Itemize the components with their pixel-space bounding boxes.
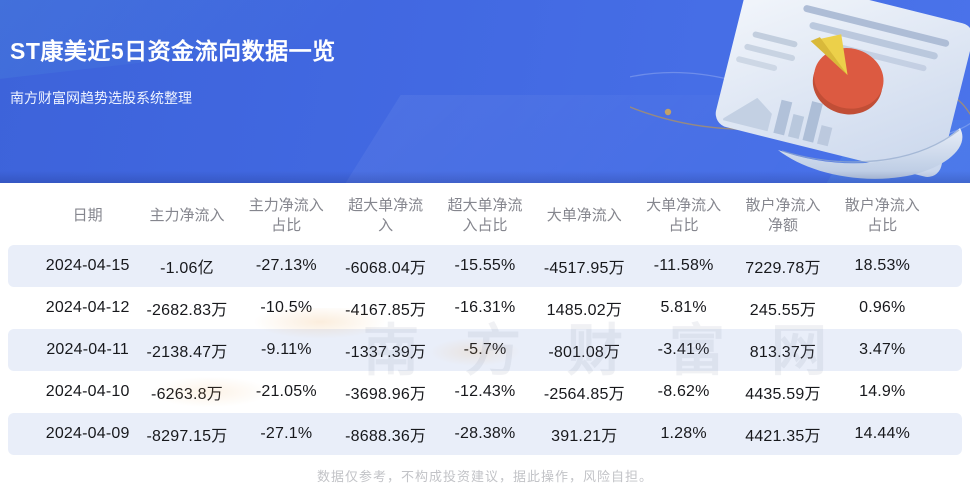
cell-large-order-net-inflow: -801.08万 — [548, 344, 621, 361]
cell-retail-net-inflow: 245.55万 — [749, 302, 817, 319]
cell-date: 2024-04-12 — [45, 299, 130, 316]
cell-large-order-net-inflow-ratio: 1.28% — [660, 425, 707, 442]
cell-main-net-inflow-ratio: -27.13% — [255, 257, 317, 274]
cell-xl-order-net-inflow-ratio: -12.43% — [454, 383, 516, 400]
cell-retail-net-inflow: 813.37万 — [749, 344, 817, 361]
cell-xl-order-net-inflow-ratio: -15.55% — [454, 257, 516, 274]
cell-main-net-inflow: -6263.8万 — [151, 386, 223, 403]
header-main-net-inflow-ratio: 主力净流入占比 — [248, 196, 324, 234]
cell-retail-net-inflow-ratio: 0.96% — [859, 299, 906, 316]
cell-main-net-inflow: -2138.47万 — [146, 344, 228, 361]
header-xl-order-net-inflow: 超大单净流入 — [348, 196, 424, 234]
table-row: 2024-04-09 -8297.15万 -27.1% -8688.36万 -2… — [8, 413, 962, 455]
cell-retail-net-inflow-ratio: 14.44% — [854, 425, 911, 442]
cell-large-order-net-inflow-ratio: -8.62% — [657, 383, 710, 400]
cell-xl-order-net-inflow-ratio: -16.31% — [454, 299, 516, 316]
cell-large-order-net-inflow-ratio: -3.41% — [657, 341, 710, 358]
cell-large-order-net-inflow-ratio: 5.81% — [660, 299, 707, 316]
header-retail-net-inflow: 散户净流入净额 — [745, 196, 821, 234]
cell-main-net-inflow: -2682.83万 — [146, 302, 228, 319]
cell-main-net-inflow: -1.06亿 — [160, 260, 214, 277]
table-row: 2024-04-11 -2138.47万 -9.11% -1337.39万 -5… — [8, 329, 962, 371]
cell-xl-order-net-inflow: -1337.39万 — [345, 344, 427, 361]
cell-xl-order-net-inflow: -4167.85万 — [345, 302, 427, 319]
cell-retail-net-inflow-ratio: 3.47% — [859, 341, 906, 358]
header-large-order-net-inflow: 大单净流入 — [546, 206, 622, 224]
cell-large-order-net-inflow: -4517.95万 — [543, 260, 625, 277]
header-banner: ST康美近5日资金流向数据一览 南方财富网趋势选股系统整理 — [0, 0, 970, 183]
cell-xl-order-net-inflow-ratio: -5.7% — [463, 341, 507, 358]
cell-retail-net-inflow: 4435.59万 — [745, 386, 821, 403]
cell-retail-net-inflow-ratio: 18.53% — [854, 257, 911, 274]
table-row: 2024-04-10 -6263.8万 -21.05% -3698.96万 -1… — [8, 371, 962, 413]
header-retail-net-inflow-ratio: 散户净流入占比 — [844, 196, 920, 234]
cell-large-order-net-inflow: -2564.85万 — [543, 386, 625, 403]
table-row: 2024-04-12 -2682.83万 -10.5% -4167.85万 -1… — [8, 287, 962, 329]
table-row: 2024-04-15 -1.06亿 -27.13% -6068.04万 -15.… — [8, 245, 962, 287]
page-subtitle: 南方财富网趋势选股系统整理 — [10, 90, 192, 106]
cell-date: 2024-04-15 — [45, 257, 130, 274]
table-header-row: 日期 主力净流入 主力净流入占比 超大单净流入 超大单净流入占比 大单净流入 大… — [8, 183, 962, 245]
cell-date: 2024-04-11 — [46, 341, 129, 358]
disclaimer-text: 数据仅参考，不构成投资建议，据此操作，风险自担。 — [316, 469, 653, 484]
cell-retail-net-inflow: 7229.78万 — [745, 260, 821, 277]
fund-flow-table: 日期 主力净流入 主力净流入占比 超大单净流入 超大单净流入占比 大单净流入 大… — [0, 183, 970, 455]
cell-xl-order-net-inflow: -3698.96万 — [345, 386, 427, 403]
header-date: 日期 — [72, 206, 103, 224]
cell-date: 2024-04-09 — [45, 425, 130, 442]
header-xl-order-net-inflow-ratio: 超大单净流入占比 — [447, 196, 523, 234]
cell-large-order-net-inflow-ratio: -11.58% — [653, 257, 714, 274]
cell-main-net-inflow: -8297.15万 — [146, 428, 228, 445]
cell-date: 2024-04-10 — [45, 383, 130, 400]
cell-main-net-inflow-ratio: -9.11% — [260, 341, 312, 358]
cell-xl-order-net-inflow: -8688.36万 — [345, 428, 427, 445]
document-with-pie-chart-illustration — [630, 0, 970, 179]
cell-xl-order-net-inflow: -6068.04万 — [345, 260, 427, 277]
header-main-net-inflow: 主力净流入 — [149, 206, 225, 224]
header-large-order-net-inflow-ratio: 大单净流入占比 — [646, 196, 722, 234]
cell-xl-order-net-inflow-ratio: -28.38% — [454, 425, 516, 442]
cell-retail-net-inflow-ratio: 14.9% — [859, 383, 906, 400]
cell-main-net-inflow-ratio: -10.5% — [260, 299, 313, 316]
cell-retail-net-inflow: 4421.35万 — [745, 428, 821, 445]
cell-main-net-inflow-ratio: -21.05% — [255, 383, 317, 400]
cell-large-order-net-inflow: 391.21万 — [551, 428, 618, 445]
cell-main-net-inflow-ratio: -27.1% — [260, 425, 313, 442]
page-title: ST康美近5日资金流向数据一览 — [10, 38, 336, 64]
cell-large-order-net-inflow: 1485.02万 — [546, 302, 623, 319]
